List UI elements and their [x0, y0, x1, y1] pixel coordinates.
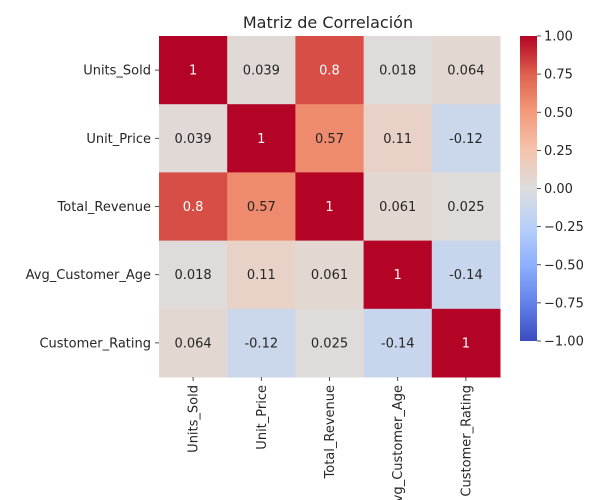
colorbar: −1.00 −0.75 −0.50 −0.25 0.00 0.25 0.50 0.75 1.00 [520, 30, 584, 350]
heatmap-cell [431, 36, 501, 105]
column-tick-label: Avg_Customer_Age [391, 385, 406, 500]
colorbar-tick-label: −0.50 [544, 258, 584, 273]
cell-value-label: -0.14 [449, 268, 483, 283]
cell-value-label: 0.061 [379, 200, 416, 215]
cell-value-label: 1 [325, 200, 333, 215]
row-tick-label: Avg_Customer_Age [26, 268, 151, 283]
colorbar-tick-label: 0.25 [544, 144, 573, 159]
cell-value-label: 0.064 [174, 336, 211, 351]
heatmap-cell [159, 308, 228, 378]
cell-value-label: 1 [189, 64, 197, 79]
cell-value-label: 1 [462, 336, 470, 351]
cell-value-label: 0.57 [247, 200, 276, 215]
cell-value-label: 0.018 [379, 64, 416, 79]
column-tick-label: Total_Revenue [323, 385, 338, 479]
cell-value-label: 0.11 [383, 132, 412, 147]
column-tick-labels: Units_Sold Unit_Price Total_Revenue Avg_Cus… [187, 377, 474, 500]
heatmap-cell [227, 240, 296, 310]
heatmap-cell [295, 308, 365, 378]
row-tick-label: Customer_Rating [39, 336, 151, 351]
cell-value-label: 0.039 [243, 64, 280, 79]
heatmap-cell [159, 172, 228, 242]
colorbar-gradient [520, 36, 537, 341]
column-tick-label: Unit_Price [255, 385, 270, 450]
heatmap-cell [159, 36, 228, 105]
heatmap-cell [295, 240, 365, 310]
heatmap-cell [363, 240, 433, 310]
row-tick-label: Total_Revenue [57, 200, 151, 215]
cell-value-label: 0.57 [315, 132, 344, 147]
heatmap-cell [227, 104, 296, 173]
row-tick-label: Units_Sold [83, 64, 151, 79]
heatmap-cell [431, 308, 501, 378]
cell-value-label: 0.039 [174, 132, 211, 147]
colorbar-tick-label: −0.25 [544, 220, 584, 235]
heatmap-cell [159, 240, 228, 310]
heatmap-cell [227, 36, 296, 105]
cell-value-label: 1 [394, 268, 402, 283]
heatmap-cell [363, 36, 433, 105]
chart-title: Matriz de Correlación [243, 13, 413, 32]
column-tick-label: Customer_Rating [459, 385, 474, 497]
heatmap-cell [227, 308, 296, 378]
heatmap-cell [227, 172, 296, 242]
column-tick-label: Units_Sold [187, 385, 202, 453]
row-tick-labels: Units_Sold Unit_Price Total_Revenue Avg_Cus… [26, 64, 159, 351]
heatmap-cell [159, 104, 228, 173]
cell-value-label: 1 [257, 132, 265, 147]
heatmap-cell [363, 308, 433, 378]
cell-value-label: 0.8 [183, 200, 204, 215]
heatmap-cell [363, 104, 433, 173]
heatmap-cells [159, 36, 501, 378]
heatmap-cell [431, 104, 501, 173]
cell-value-label: -0.12 [244, 336, 278, 351]
cell-value-label: 0.064 [447, 64, 484, 79]
cell-value-label: 0.061 [311, 268, 348, 283]
cell-value-label: -0.12 [449, 132, 483, 147]
cell-value-label: 0.018 [174, 268, 211, 283]
cell-value-label: 0.11 [247, 268, 276, 283]
heatmap-cell [363, 172, 433, 242]
colorbar-tick-label: 0.75 [544, 68, 573, 83]
heatmap-cell [431, 172, 501, 242]
cell-value-label: 0.025 [311, 336, 348, 351]
heatmap-cell [295, 104, 365, 173]
heatmap-cell [295, 36, 365, 105]
cell-value-label: 0.8 [319, 64, 340, 79]
heatmap-cell-labels: 1 0.039 0.8 0.018 0.064 0.039 1 0.57 0.11 -0.12 0.… [174, 64, 484, 352]
heatmap-cell [295, 172, 365, 242]
cell-value-label: -0.14 [381, 336, 415, 351]
colorbar-tick-label: −1.00 [544, 335, 584, 350]
colorbar-tick-label: −0.75 [544, 296, 584, 311]
colorbar-tick-label: 0.50 [544, 106, 573, 121]
colorbar-tick-label: 0.00 [544, 182, 573, 197]
colorbar-tick-label: 1.00 [544, 30, 573, 45]
heatmap-cell [431, 240, 501, 310]
row-tick-label: Unit_Price [86, 132, 151, 147]
cell-value-label: 0.025 [447, 200, 484, 215]
